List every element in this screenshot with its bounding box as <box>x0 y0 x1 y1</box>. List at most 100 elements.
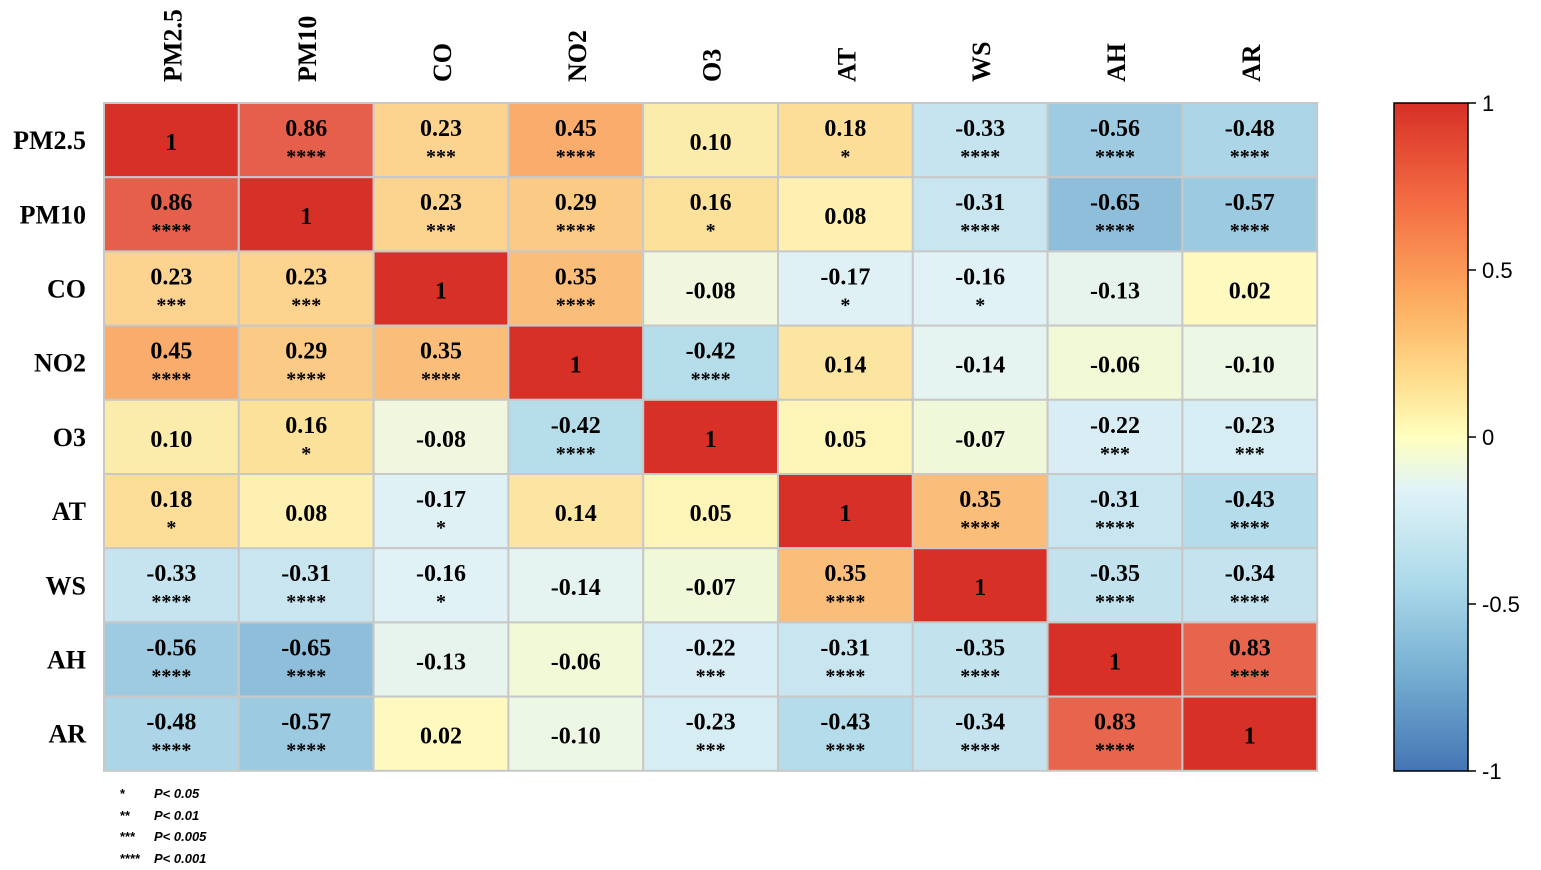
heatmap-cell <box>777 621 914 698</box>
cell-value-label: -0.35 <box>1090 561 1140 587</box>
heatmap-cell <box>777 473 914 550</box>
heatmap-cells: 10.86****0.23***0.45****0.100.18*-0.33**… <box>103 102 1319 772</box>
row-label: NO2 <box>34 349 86 378</box>
cell-value-label: 0.86 <box>150 190 192 216</box>
cell-significance-label: * <box>301 443 311 465</box>
cell-value-label: -0.23 <box>1225 413 1275 439</box>
heatmap-cell <box>372 621 510 698</box>
legend-row: *** P< 0.005 <box>120 826 420 848</box>
cell-value-label: -0.56 <box>1090 116 1140 142</box>
cell-value-label: 0.35 <box>824 561 866 587</box>
row-label: AT <box>52 497 86 526</box>
heatmap-cell <box>911 398 1049 475</box>
cell-value-label: 1 <box>839 501 851 527</box>
cell-significance-label: *** <box>696 665 726 687</box>
cell-value-label: -0.65 <box>281 635 331 661</box>
cell-value-label: 0.14 <box>824 353 866 379</box>
cell-value-label: -0.10 <box>551 724 601 750</box>
heatmap-cell <box>911 621 1049 698</box>
cell-value-label: 0.08 <box>285 501 327 527</box>
cell-significance-label: **** <box>286 369 326 391</box>
cell-significance-label: *** <box>291 294 321 316</box>
row-label: PM10 <box>20 200 86 229</box>
cell-value-label: -0.16 <box>416 561 466 587</box>
cell-value-label: -0.06 <box>1090 353 1140 379</box>
cell-value-label: -0.07 <box>686 575 736 601</box>
heatmap-cell <box>911 695 1049 772</box>
cell-value-label: -0.08 <box>416 427 466 453</box>
cell-significance-label: **** <box>151 665 191 687</box>
cell-significance-label: **** <box>960 517 1000 539</box>
cell-value-label: 0.29 <box>555 190 597 216</box>
cell-value-label: 0.45 <box>555 116 597 142</box>
heatmap-cell <box>103 695 240 772</box>
cell-significance-label: **** <box>825 665 865 687</box>
cell-value-label: 0.02 <box>1229 278 1271 304</box>
heatmap-cell <box>103 547 240 624</box>
cell-value-label: 0.23 <box>285 264 327 290</box>
heatmap-cell <box>911 547 1049 624</box>
cell-value-label: 0.18 <box>150 487 192 513</box>
cell-value-label: -0.56 <box>146 635 196 661</box>
cell-significance-label: **** <box>151 591 191 613</box>
heatmap-cell <box>237 473 375 550</box>
cell-value-label: 0.35 <box>420 339 462 365</box>
heatmap-cell <box>642 250 780 327</box>
heatmap-cell <box>777 102 914 179</box>
heatmap-cell <box>372 473 510 550</box>
cell-value-label: 1 <box>570 353 582 379</box>
cell-value-label: -0.33 <box>955 116 1005 142</box>
cell-value-label: -0.57 <box>281 710 331 736</box>
cell-value-label: -0.17 <box>820 264 870 290</box>
cell-significance-label: *** <box>156 294 186 316</box>
cell-value-label: 1 <box>300 204 312 230</box>
cell-significance-label: **** <box>556 443 596 465</box>
cell-significance-label: **** <box>691 369 731 391</box>
column-label: AR <box>1237 44 1266 82</box>
heatmap-cell <box>1046 473 1184 550</box>
cell-value-label: 0.10 <box>690 130 732 156</box>
cell-value-label: 0.83 <box>1094 710 1136 736</box>
heatmap-cell <box>507 621 645 698</box>
cell-value-label: 0.29 <box>285 339 327 365</box>
cell-significance-label: * <box>436 591 446 613</box>
cell-value-label: 0.86 <box>285 116 327 142</box>
cell-value-label: -0.14 <box>551 575 601 601</box>
cell-value-label: 1 <box>974 575 986 601</box>
legend-stars: **** <box>120 850 141 866</box>
cell-significance-label: **** <box>1095 146 1135 168</box>
cell-significance-label: *** <box>426 146 456 168</box>
legend-p-value: P< 0.05 <box>154 786 200 801</box>
column-label: PM2.5 <box>158 9 187 82</box>
legend-row: ** P< 0.01 <box>120 805 420 827</box>
cell-significance-label: * <box>706 220 716 242</box>
heatmap-cell <box>777 398 914 475</box>
cell-significance-label: **** <box>960 220 1000 242</box>
cell-value-label: -0.10 <box>1225 353 1275 379</box>
cell-value-label: -0.17 <box>416 487 466 513</box>
cell-significance-label: **** <box>960 146 1000 168</box>
cell-significance-label: **** <box>1095 517 1135 539</box>
heatmap-cell <box>642 473 780 550</box>
cell-value-label: -0.33 <box>146 561 196 587</box>
cell-significance-label: *** <box>426 220 456 242</box>
cell-value-label: -0.22 <box>1090 413 1140 439</box>
heatmap-cell <box>911 176 1049 253</box>
cell-value-label: -0.48 <box>1225 116 1275 142</box>
cell-significance-label: **** <box>286 740 326 762</box>
heatmap-cell <box>507 250 645 327</box>
cell-significance-label: **** <box>960 665 1000 687</box>
heatmap-cell <box>642 695 780 772</box>
column-label: PM10 <box>293 16 322 82</box>
cell-significance-label: **** <box>1230 220 1270 242</box>
cell-value-label: -0.31 <box>955 190 1005 216</box>
cell-value-label: 1 <box>1109 649 1121 675</box>
cell-value-label: -0.13 <box>416 649 466 675</box>
heatmap-cell <box>507 695 645 772</box>
cell-significance-label: **** <box>960 740 1000 762</box>
cell-value-label: 0.35 <box>555 264 597 290</box>
cell-value-label: -0.14 <box>955 353 1005 379</box>
cell-significance-label: **** <box>1095 591 1135 613</box>
heatmap-cell <box>372 398 510 475</box>
heatmap-cell <box>507 324 645 401</box>
